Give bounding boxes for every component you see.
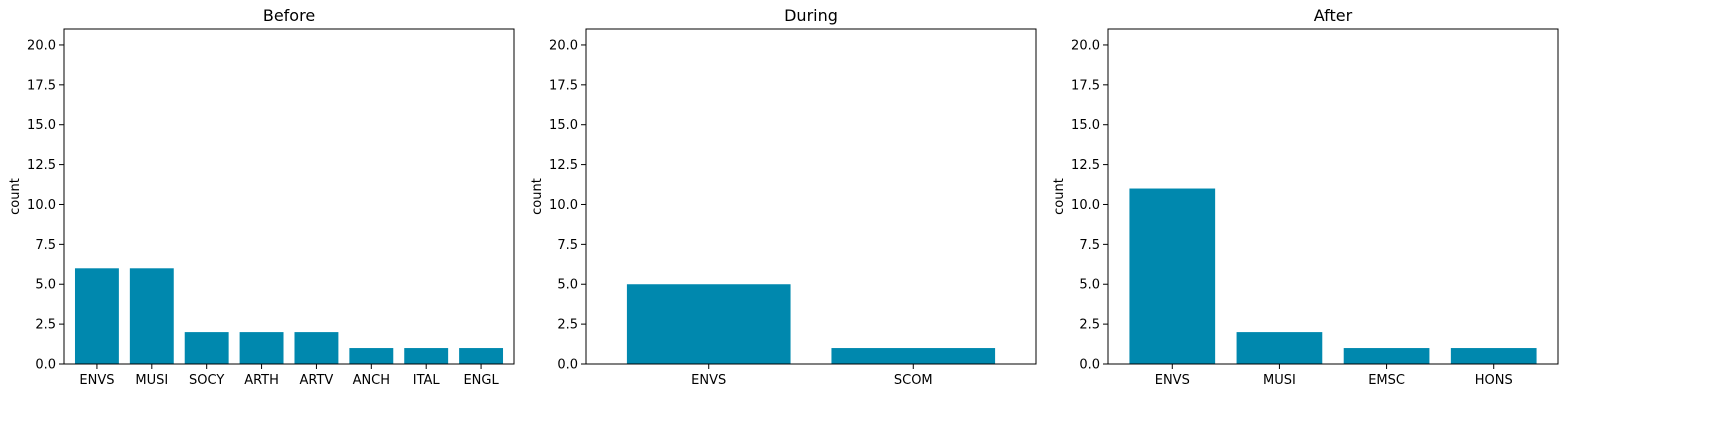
- bar-musi: [129, 268, 174, 364]
- y-tick-label: 12.5: [27, 158, 56, 173]
- bar-musi: [1236, 332, 1323, 364]
- y-tick-label: 17.5: [549, 78, 578, 93]
- bar-hons: [1450, 348, 1537, 364]
- y-tick-label: 7.5: [557, 238, 578, 253]
- y-tick-label: 7.5: [1079, 238, 1100, 253]
- y-tick-label: 20.0: [549, 38, 578, 53]
- bar-engl: [459, 348, 504, 364]
- y-tick-label: 0.0: [35, 358, 56, 373]
- y-axis-label: count: [530, 178, 545, 215]
- x-tick-label: ITAL: [413, 373, 441, 388]
- y-tick-label: 15.0: [549, 118, 578, 133]
- chart-title: During: [784, 6, 838, 25]
- y-tick-label: 17.5: [1071, 78, 1100, 93]
- x-tick-label: ENVS: [691, 373, 726, 388]
- x-tick-label: ENVS: [1155, 373, 1190, 388]
- y-tick-label: 5.0: [35, 278, 56, 293]
- x-tick-label: HONS: [1475, 373, 1513, 388]
- bar-envs: [74, 268, 119, 364]
- y-tick-label: 15.0: [1071, 118, 1100, 133]
- y-tick-label: 10.0: [1071, 198, 1100, 213]
- y-tick-label: 2.5: [1079, 318, 1100, 333]
- y-tick-label: 2.5: [35, 318, 56, 333]
- y-tick-label: 12.5: [1071, 158, 1100, 173]
- bar-arth: [239, 332, 284, 364]
- y-tick-label: 2.5: [557, 318, 578, 333]
- y-tick-label: 5.0: [557, 278, 578, 293]
- chart-panel-during: 0.0 2.5 5.0 7.5 10.0 12.5 15.0 17.5 20.0 ENVS SCOM…: [530, 6, 1037, 388]
- chart-panel-after: 0.0 2.5 5.0 7.5 10.0 12.5 15.0 17.5 20.0 ENVS MUSI…: [1052, 6, 1559, 388]
- y-tick-label: 7.5: [35, 238, 56, 253]
- x-tick-label: ARTV: [300, 373, 334, 388]
- x-tick-label: EMSC: [1368, 373, 1405, 388]
- x-tick-label: ENVS: [79, 373, 114, 388]
- y-tick-label: 12.5: [549, 158, 578, 173]
- y-axis-label: count: [8, 178, 23, 215]
- bar-anch: [349, 348, 394, 364]
- y-tick-label: 15.0: [27, 118, 56, 133]
- bar-emsc: [1343, 348, 1430, 364]
- bar-socy: [184, 332, 229, 364]
- bar-scom: [831, 348, 996, 364]
- x-tick-label: MUSI: [1263, 373, 1296, 388]
- x-tick-label: SCOM: [894, 373, 933, 388]
- plot-frame: [63, 28, 515, 365]
- y-axis-label: count: [1052, 178, 1067, 215]
- y-tick-label: 5.0: [1079, 278, 1100, 293]
- y-tick-label: 0.0: [557, 358, 578, 373]
- chart-panel-before: 0.0 2.5 5.0 7.5 10.0 12.5 15.0 17.5 20.0 ENVS MUSI…: [8, 6, 515, 388]
- plot-frame: [585, 28, 1037, 365]
- y-tick-label: 20.0: [1071, 38, 1100, 53]
- y-tick-label: 0.0: [1079, 358, 1100, 373]
- chart-title: After: [1314, 6, 1353, 25]
- y-tick-label: 20.0: [27, 38, 56, 53]
- bar-artv: [294, 332, 339, 364]
- y-tick-label: 10.0: [27, 198, 56, 213]
- chart-title: Before: [263, 6, 315, 25]
- y-tick-label: 10.0: [549, 198, 578, 213]
- x-tick-label: MUSI: [135, 373, 168, 388]
- bar-envs: [626, 284, 791, 364]
- x-tick-label: ANCH: [353, 373, 390, 388]
- bar-envs: [1129, 188, 1216, 364]
- x-tick-label: ARTH: [244, 373, 279, 388]
- y-tick-label: 17.5: [27, 78, 56, 93]
- x-tick-label: ENGL: [463, 373, 499, 388]
- x-tick-label: SOCY: [189, 373, 224, 388]
- bar-ital: [404, 348, 449, 364]
- plot-frame: [1107, 28, 1559, 365]
